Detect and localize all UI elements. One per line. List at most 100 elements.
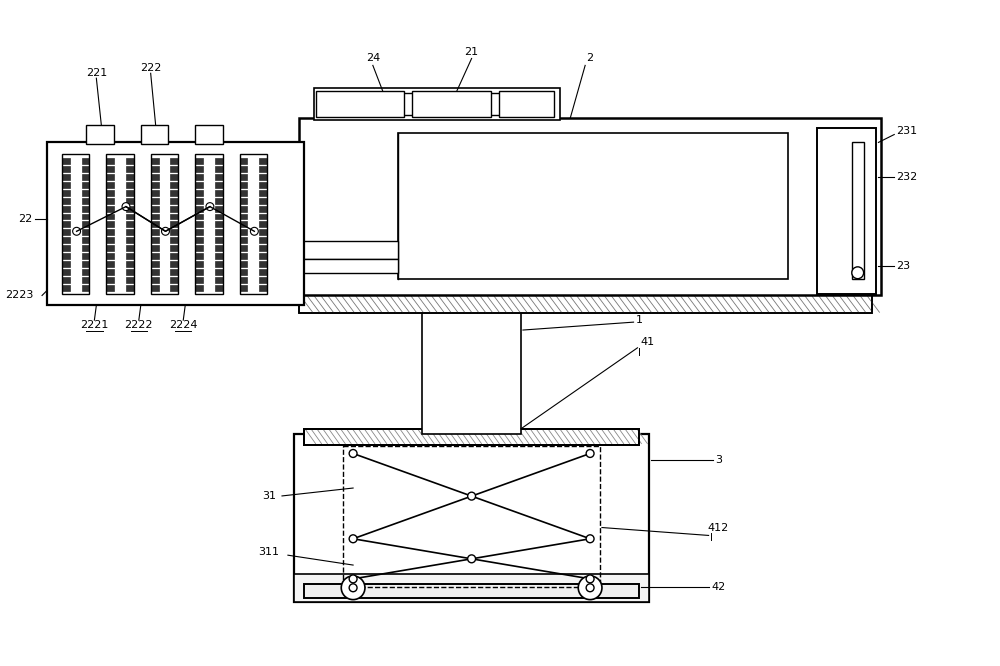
Bar: [126, 245, 134, 251]
Bar: [170, 182, 178, 188]
Bar: [151, 214, 159, 219]
Bar: [82, 182, 89, 188]
Bar: [259, 182, 267, 188]
Text: 21: 21: [465, 47, 479, 57]
Circle shape: [349, 450, 357, 458]
Circle shape: [349, 535, 357, 543]
Bar: [240, 182, 247, 188]
Bar: [195, 269, 203, 275]
Bar: [215, 198, 223, 204]
Bar: [170, 284, 178, 290]
Bar: [259, 190, 267, 196]
Text: 221: 221: [86, 69, 107, 79]
Bar: [215, 284, 223, 290]
Bar: [62, 261, 70, 267]
Bar: [82, 198, 89, 204]
Bar: [62, 276, 70, 282]
Text: 3: 3: [715, 456, 722, 466]
Bar: [106, 284, 114, 290]
Bar: [215, 269, 223, 275]
Bar: [106, 214, 114, 219]
Text: 41: 41: [640, 337, 654, 347]
Bar: [215, 237, 223, 243]
Bar: [852, 143, 864, 278]
Bar: [82, 214, 89, 219]
Circle shape: [250, 227, 258, 235]
Bar: [259, 206, 267, 212]
Bar: [62, 229, 70, 235]
Bar: [259, 276, 267, 282]
Bar: [304, 429, 639, 445]
Bar: [259, 214, 267, 219]
Text: 23: 23: [896, 261, 910, 271]
Bar: [240, 155, 267, 294]
Bar: [62, 221, 70, 227]
Bar: [170, 269, 178, 275]
Bar: [82, 276, 89, 282]
Circle shape: [341, 576, 365, 599]
Bar: [398, 133, 788, 278]
Bar: [240, 276, 247, 282]
Circle shape: [468, 555, 476, 563]
Circle shape: [468, 492, 476, 500]
Bar: [170, 159, 178, 164]
Bar: [170, 190, 178, 196]
Bar: [240, 214, 247, 219]
Bar: [62, 159, 70, 164]
Bar: [195, 190, 203, 196]
Bar: [62, 166, 70, 172]
Bar: [170, 221, 178, 227]
Bar: [299, 241, 398, 259]
Bar: [82, 159, 89, 164]
Text: 2224: 2224: [169, 320, 198, 330]
Bar: [151, 221, 159, 227]
Bar: [106, 174, 114, 180]
Bar: [82, 166, 89, 172]
Bar: [195, 182, 203, 188]
Bar: [170, 174, 178, 180]
Bar: [259, 198, 267, 204]
Bar: [170, 206, 178, 212]
Bar: [215, 182, 223, 188]
Text: 311: 311: [259, 547, 280, 557]
Bar: [170, 237, 178, 243]
Bar: [170, 261, 178, 267]
Bar: [151, 229, 159, 235]
Bar: [62, 198, 70, 204]
Bar: [62, 214, 70, 219]
Bar: [62, 237, 70, 243]
Bar: [151, 198, 159, 204]
Bar: [62, 174, 70, 180]
Bar: [259, 159, 267, 164]
Circle shape: [73, 227, 81, 235]
Bar: [106, 245, 114, 251]
Bar: [170, 276, 178, 282]
Text: 24: 24: [366, 53, 380, 63]
Bar: [106, 261, 114, 267]
Bar: [82, 174, 89, 180]
Bar: [215, 245, 223, 251]
Bar: [151, 182, 159, 188]
Bar: [106, 155, 134, 294]
Bar: [240, 166, 247, 172]
Bar: [299, 296, 872, 313]
Bar: [195, 198, 203, 204]
Bar: [82, 237, 89, 243]
Bar: [422, 310, 521, 434]
Bar: [82, 190, 89, 196]
Bar: [299, 118, 881, 296]
Bar: [240, 174, 247, 180]
Bar: [82, 221, 89, 227]
Circle shape: [122, 202, 130, 210]
Bar: [151, 174, 159, 180]
Bar: [240, 245, 247, 251]
Bar: [304, 429, 639, 445]
Bar: [82, 245, 89, 251]
Bar: [195, 159, 203, 164]
Bar: [170, 166, 178, 172]
Bar: [62, 284, 70, 290]
Bar: [126, 190, 134, 196]
Bar: [215, 221, 223, 227]
Bar: [126, 276, 134, 282]
Bar: [215, 253, 223, 259]
